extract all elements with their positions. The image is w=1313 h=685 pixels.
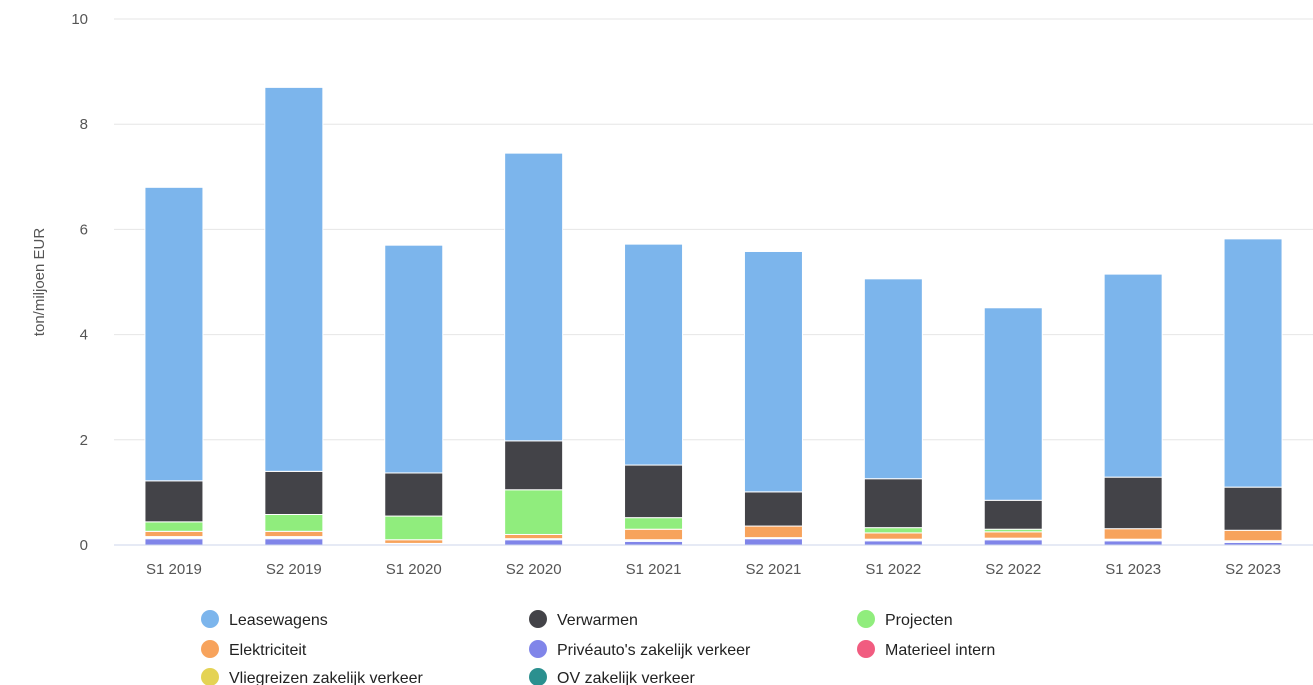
legend-label: OV zakelijk verkeer: [557, 670, 695, 685]
y-tick-label: 2: [80, 432, 88, 449]
legend-item[interactable]: Materieel intern: [857, 640, 995, 659]
bar-segment[interactable]: [624, 540, 684, 546]
bar-segment[interactable]: [384, 515, 444, 541]
bar-segment[interactable]: [1223, 238, 1283, 488]
bar-segment[interactable]: [144, 480, 204, 523]
legend-swatch: [201, 668, 219, 685]
legend-swatch: [201, 640, 219, 658]
bar-segment[interactable]: [743, 250, 803, 493]
bar-segment[interactable]: [624, 517, 684, 530]
bar-segment[interactable]: [264, 530, 324, 538]
bar-segment[interactable]: [863, 527, 923, 534]
legend-item[interactable]: Privéauto's zakelijk verkeer: [529, 640, 751, 659]
legend-swatch: [529, 668, 547, 685]
bar-segment[interactable]: [504, 539, 564, 546]
legend-swatch: [201, 610, 219, 628]
x-tick-label: S2 2021: [746, 561, 802, 578]
legend-item[interactable]: OV zakelijk verkeer: [529, 668, 695, 685]
bar-segment[interactable]: [863, 478, 923, 529]
bar-segment[interactable]: [983, 539, 1043, 546]
legend-item[interactable]: Verwarmen: [529, 610, 638, 629]
y-tick-label: 8: [80, 116, 88, 133]
y-tick-label: 0: [80, 537, 88, 554]
bar-segment[interactable]: [264, 86, 324, 472]
bar-segment[interactable]: [863, 532, 923, 540]
bar-segment[interactable]: [504, 533, 564, 540]
legend-label: Verwarmen: [557, 612, 638, 629]
bar-segment[interactable]: [144, 538, 204, 546]
y-tick-label: 4: [80, 327, 88, 344]
legend-swatch: [857, 610, 875, 628]
bar-segment[interactable]: [264, 470, 324, 515]
legend-swatch: [529, 610, 547, 628]
bar-segment[interactable]: [983, 499, 1043, 530]
bar-segment[interactable]: [1103, 476, 1163, 530]
x-axis-tick-labels: S1 2019 S2 2019 S1 2020 S2 2020 S1 2021 S2 20…: [146, 561, 1281, 578]
bar-segment[interactable]: [1103, 528, 1163, 540]
legend-label: Privéauto's zakelijk verkeer: [557, 642, 751, 659]
x-tick-label: S2 2022: [985, 561, 1041, 578]
bar-segment[interactable]: [504, 489, 564, 535]
bar-segment[interactable]: [624, 528, 684, 541]
legend-item[interactable]: Leasewagens: [201, 610, 328, 629]
bar-segment[interactable]: [264, 538, 324, 546]
bar-segment[interactable]: [264, 513, 324, 532]
bar-segment[interactable]: [144, 530, 204, 538]
bar-segment[interactable]: [624, 243, 684, 466]
bar-segment[interactable]: [144, 186, 204, 482]
x-tick-label: S1 2022: [865, 561, 921, 578]
legend-label: Materieel intern: [885, 642, 995, 659]
y-axis-tick-labels: 0 2 4 6 8 10: [71, 11, 88, 554]
bar-segment[interactable]: [743, 491, 803, 527]
bars: [144, 86, 1283, 546]
bar-segment[interactable]: [863, 278, 923, 480]
bar-segment[interactable]: [384, 244, 444, 474]
x-tick-label: S1 2023: [1105, 561, 1161, 578]
x-tick-label: S2 2023: [1225, 561, 1281, 578]
x-tick-label: S1 2021: [626, 561, 682, 578]
y-tick-label: 10: [71, 11, 88, 28]
bar-segment[interactable]: [1103, 540, 1163, 546]
legend-label: Elektriciteit: [229, 642, 307, 659]
legend-item[interactable]: Projecten: [857, 610, 953, 629]
bar-segment[interactable]: [983, 307, 1043, 501]
legend-swatch: [529, 640, 547, 658]
bar-segment[interactable]: [384, 539, 444, 544]
bar-segment[interactable]: [743, 538, 803, 546]
legend-label: Projecten: [885, 612, 953, 629]
bar-segment[interactable]: [1223, 486, 1283, 531]
bar-segment[interactable]: [863, 540, 923, 546]
bar-segment[interactable]: [1223, 529, 1283, 542]
x-tick-label: S2 2019: [266, 561, 322, 578]
bar-segment[interactable]: [743, 525, 803, 539]
bar-segment[interactable]: [983, 531, 1043, 539]
y-axis-title: ton/miljoen EUR: [31, 228, 48, 337]
bar-segment[interactable]: [384, 472, 444, 517]
legend-label: Leasewagens: [229, 612, 328, 629]
legend-item[interactable]: Elektriciteit: [201, 640, 307, 659]
legend-swatch: [857, 640, 875, 658]
bar-segment[interactable]: [1103, 273, 1163, 478]
bar-segment[interactable]: [144, 521, 204, 532]
bar-segment[interactable]: [504, 152, 564, 442]
legend-item[interactable]: Vliegreizen zakelijk verkeer: [201, 668, 424, 685]
legend-label: Vliegreizen zakelijk verkeer: [229, 670, 424, 685]
x-tick-label: S1 2019: [146, 561, 202, 578]
bar-segment[interactable]: [624, 464, 684, 519]
x-tick-label: S2 2020: [506, 561, 562, 578]
legend: Leasewagens Verwarmen Projecten Elektricite…: [201, 610, 995, 685]
y-tick-label: 6: [80, 221, 88, 238]
x-tick-label: S1 2020: [386, 561, 442, 578]
bar-segment[interactable]: [504, 440, 564, 491]
